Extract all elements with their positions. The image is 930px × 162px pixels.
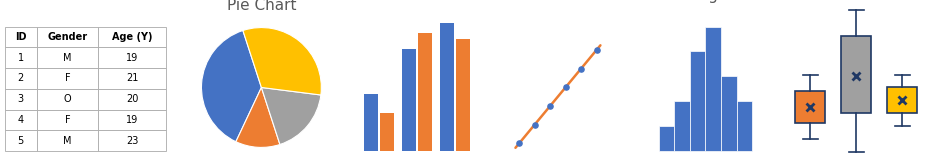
Text: 20: 20 <box>126 94 139 104</box>
Text: 23: 23 <box>126 136 139 146</box>
Wedge shape <box>236 87 280 147</box>
Bar <box>418 33 432 151</box>
Bar <box>658 126 674 151</box>
Bar <box>5 47 37 68</box>
Bar <box>674 101 690 151</box>
Bar <box>456 39 470 151</box>
Bar <box>403 49 417 151</box>
Bar <box>721 76 737 151</box>
Bar <box>37 130 99 151</box>
Title: Bar Chart: Bar Chart <box>384 0 457 3</box>
Text: 21: 21 <box>126 73 139 83</box>
Bar <box>37 68 99 89</box>
Bar <box>37 89 99 110</box>
Text: ID: ID <box>15 32 27 42</box>
Text: 1: 1 <box>18 53 24 63</box>
Text: Gender: Gender <box>47 32 87 42</box>
Bar <box>5 89 37 110</box>
Text: M: M <box>63 136 72 146</box>
Text: 3: 3 <box>18 94 24 104</box>
Bar <box>99 110 166 130</box>
Title: Histogram: Histogram <box>670 0 749 3</box>
Bar <box>5 27 37 47</box>
Bar <box>441 23 455 151</box>
Bar <box>37 27 99 47</box>
Bar <box>5 68 37 89</box>
Bar <box>99 68 166 89</box>
Bar <box>99 27 166 47</box>
Bar <box>706 27 721 151</box>
Bar <box>37 47 99 68</box>
PathPatch shape <box>887 87 917 113</box>
Bar <box>99 130 166 151</box>
Bar <box>379 113 393 151</box>
Title: Scatter Plot
Linear Fit: Scatter Plot Linear Fit <box>523 0 612 3</box>
Bar <box>365 94 379 151</box>
Bar <box>99 89 166 110</box>
Bar <box>99 47 166 68</box>
Text: 2: 2 <box>18 73 24 83</box>
Bar <box>37 110 99 130</box>
Bar <box>5 110 37 130</box>
Bar <box>737 101 752 151</box>
Text: Age (Y): Age (Y) <box>112 32 153 42</box>
Text: F: F <box>65 115 71 125</box>
PathPatch shape <box>795 91 825 123</box>
Text: 19: 19 <box>126 53 139 63</box>
Bar <box>5 130 37 151</box>
Text: 5: 5 <box>18 136 24 146</box>
Bar <box>690 52 706 151</box>
Text: F: F <box>65 73 71 83</box>
Title: Pie Chart: Pie Chart <box>227 0 296 13</box>
Text: M: M <box>63 53 72 63</box>
Text: 4: 4 <box>18 115 24 125</box>
Text: O: O <box>64 94 72 104</box>
Title: Box and Whisker: Box and Whisker <box>792 0 921 3</box>
Text: 19: 19 <box>126 115 139 125</box>
Wedge shape <box>202 30 261 142</box>
PathPatch shape <box>842 36 871 113</box>
Wedge shape <box>243 28 322 95</box>
Title: Table: Table <box>65 0 105 3</box>
Wedge shape <box>261 87 321 145</box>
